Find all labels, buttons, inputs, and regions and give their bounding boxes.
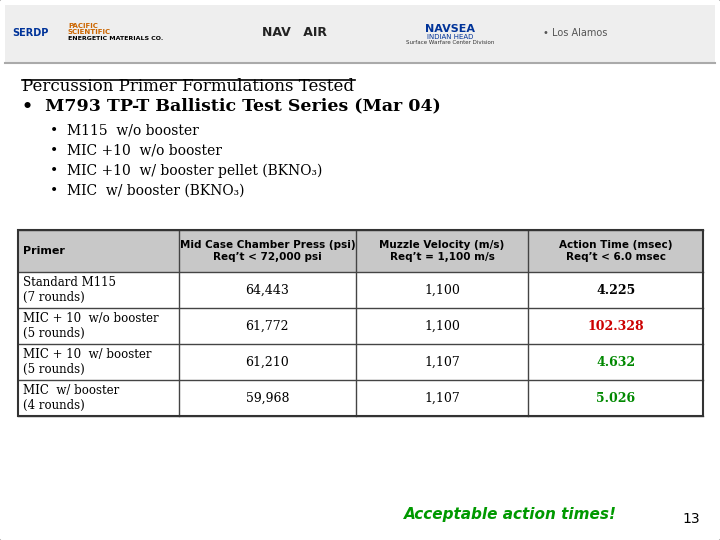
Text: • Los Alamos: • Los Alamos <box>543 28 607 38</box>
Text: 1,107: 1,107 <box>424 392 460 404</box>
Text: Mid Case Chamber Press (psi)
Req’t < 72,000 psi: Mid Case Chamber Press (psi) Req’t < 72,… <box>179 240 355 262</box>
Text: •  MIC +10  w/o booster: • MIC +10 w/o booster <box>50 144 222 158</box>
Text: Primer: Primer <box>23 246 65 256</box>
Bar <box>5 5 715 62</box>
Text: NAVSEA: NAVSEA <box>425 24 475 34</box>
Text: 59,968: 59,968 <box>246 392 289 404</box>
Text: NAV  AIR: NAV AIR <box>263 26 328 39</box>
Text: INDIAN HEAD: INDIAN HEAD <box>427 34 473 40</box>
Text: 4.225: 4.225 <box>596 284 635 296</box>
Text: 64,443: 64,443 <box>246 284 289 296</box>
Text: 1,107: 1,107 <box>424 355 460 368</box>
Text: SERDP: SERDP <box>12 28 48 38</box>
Text: •  M115  w/o booster: • M115 w/o booster <box>50 124 199 138</box>
Text: 13: 13 <box>683 512 700 526</box>
Text: MIC  w/ booster
(4 rounds): MIC w/ booster (4 rounds) <box>23 384 120 412</box>
Text: •  M793 TP-T Ballistic Test Series (Mar 04): • M793 TP-T Ballistic Test Series (Mar 0… <box>22 97 441 114</box>
Text: •  MIC  w/ booster (BKNO₃): • MIC w/ booster (BKNO₃) <box>50 184 245 198</box>
Text: 5.026: 5.026 <box>596 392 635 404</box>
Text: 1,100: 1,100 <box>424 320 460 333</box>
Text: 61,772: 61,772 <box>246 320 289 333</box>
Text: Action Time (msec)
Req’t < 6.0 msec: Action Time (msec) Req’t < 6.0 msec <box>559 240 672 262</box>
Text: Muzzle Velocity (m/s)
Req’t = 1,100 m/s: Muzzle Velocity (m/s) Req’t = 1,100 m/s <box>379 240 505 262</box>
Bar <box>18 230 703 416</box>
Text: Acceptable action times!: Acceptable action times! <box>403 508 616 523</box>
Text: 102.328: 102.328 <box>588 320 644 333</box>
Text: Percussion Primer Formulations Tested: Percussion Primer Formulations Tested <box>22 78 354 95</box>
Text: MIC + 10  w/ booster
(5 rounds): MIC + 10 w/ booster (5 rounds) <box>23 348 151 376</box>
Text: 61,210: 61,210 <box>246 355 289 368</box>
Text: PACIFIC
SCIENTIFIC: PACIFIC SCIENTIFIC <box>68 23 111 36</box>
Text: ENERGETIC MATERIALS CO.: ENERGETIC MATERIALS CO. <box>68 37 163 42</box>
Text: •  MIC +10  w/ booster pellet (BKNO₃): • MIC +10 w/ booster pellet (BKNO₃) <box>50 164 323 178</box>
Text: 1,100: 1,100 <box>424 284 460 296</box>
Text: 4.632: 4.632 <box>596 355 635 368</box>
Bar <box>18 230 703 272</box>
Text: Surface Warfare Center Division: Surface Warfare Center Division <box>406 40 494 45</box>
Text: Standard M115
(7 rounds): Standard M115 (7 rounds) <box>23 276 116 304</box>
Text: MIC + 10  w/o booster
(5 rounds): MIC + 10 w/o booster (5 rounds) <box>23 312 158 340</box>
